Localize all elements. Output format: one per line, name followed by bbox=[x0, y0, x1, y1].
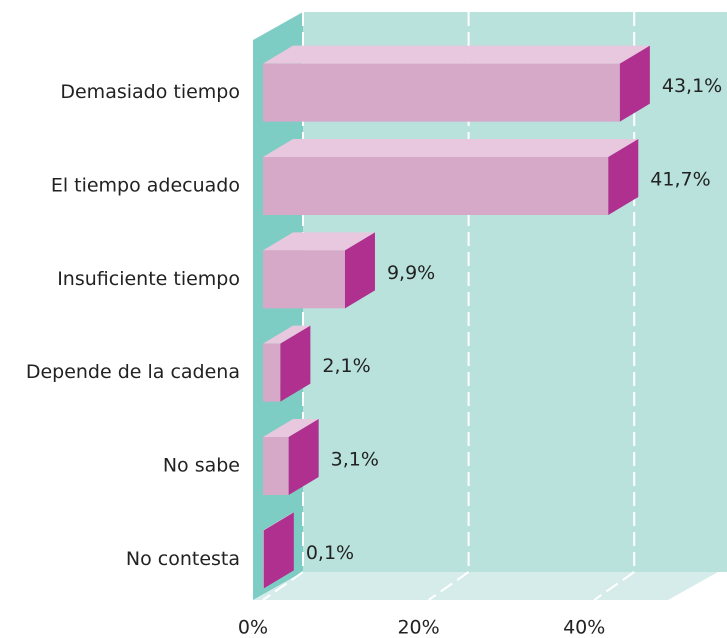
bar bbox=[263, 419, 319, 495]
bar-top bbox=[263, 512, 294, 531]
bar bbox=[263, 232, 375, 309]
value-label: 43,1% bbox=[662, 75, 722, 97]
bar bbox=[263, 45, 650, 122]
bar-side bbox=[280, 325, 311, 402]
category-label: No sabe bbox=[163, 455, 240, 477]
bar-top bbox=[263, 325, 311, 344]
bar-top bbox=[263, 419, 319, 437]
category-label: Insuficiente tiempo bbox=[57, 268, 240, 290]
category-label: Depende de la cadena bbox=[26, 361, 240, 383]
category-label: Demasiado tiempo bbox=[60, 81, 240, 103]
bar-top bbox=[263, 232, 375, 251]
value-label: 9,9% bbox=[387, 262, 435, 284]
bar-front bbox=[263, 530, 264, 589]
bar bbox=[263, 325, 311, 402]
bar-front bbox=[263, 63, 620, 122]
value-label: 3,1% bbox=[331, 449, 379, 471]
x-tick-label: 20% bbox=[397, 617, 439, 638]
bar-side bbox=[608, 139, 639, 215]
bar-front bbox=[263, 250, 345, 309]
category-label: El tiempo adecuado bbox=[51, 175, 240, 197]
bar-side bbox=[619, 45, 650, 122]
value-label: 41,7% bbox=[650, 169, 710, 191]
bar-side bbox=[344, 232, 375, 309]
bar-side bbox=[263, 512, 294, 589]
value-label: 2,1% bbox=[322, 355, 370, 377]
bar bbox=[263, 139, 639, 215]
x-tick-label: 40% bbox=[563, 617, 605, 638]
category-label: No contesta bbox=[126, 548, 240, 570]
bar-side bbox=[288, 419, 319, 495]
floor bbox=[253, 572, 718, 600]
bar-front bbox=[263, 343, 281, 402]
bar bbox=[263, 512, 294, 589]
value-label: 0,1% bbox=[306, 542, 354, 564]
x-tick-label: 0% bbox=[238, 617, 268, 638]
bar-top bbox=[263, 139, 639, 157]
bar-front bbox=[263, 437, 289, 495]
bar-top bbox=[263, 45, 650, 64]
bar-front bbox=[263, 157, 609, 215]
